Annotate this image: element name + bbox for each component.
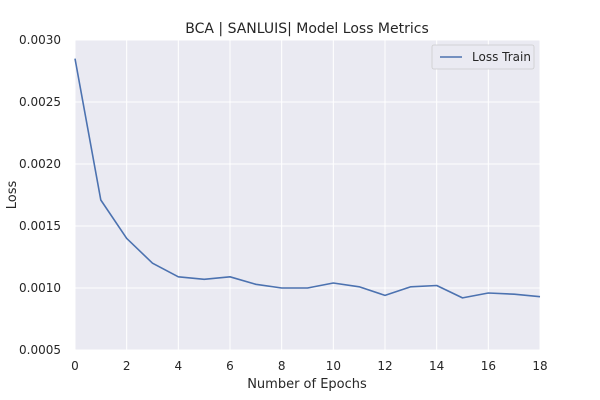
chart-title: BCA | SANLUIS| Model Loss Metrics [185, 21, 429, 37]
grid-lines [74, 39, 541, 351]
x-tick-label: 14 [429, 359, 444, 373]
x-axis-label: Number of Epochs [247, 377, 367, 392]
y-tick-label: 0.0025 [19, 95, 61, 109]
y-tick-label: 0.0015 [19, 219, 61, 233]
x-tick-label: 16 [481, 359, 496, 373]
y-axis-ticks: 0.0005 0.0010 0.0015 0.0020 0.0025 0.0030 [19, 33, 61, 357]
legend-box [431, 44, 535, 70]
legend-label: Loss Train [472, 50, 531, 64]
x-tick-label: 2 [123, 359, 131, 373]
x-tick-label: 0 [71, 359, 79, 373]
series-group [74, 58, 541, 299]
x-tick-label: 18 [532, 359, 547, 373]
x-tick-label: 8 [278, 359, 286, 373]
x-tick-label: 12 [377, 359, 392, 373]
x-tick-label: 4 [175, 359, 183, 373]
series-line-loss-train [74, 58, 541, 299]
y-tick-label: 0.0030 [19, 33, 61, 47]
y-tick-label: 0.0020 [19, 157, 61, 171]
x-tick-label: 10 [326, 359, 341, 373]
plot-area [75, 40, 540, 350]
y-tick-label: 0.0010 [19, 281, 61, 295]
x-axis-ticks: 0 2 4 6 8 10 12 14 16 18 [71, 359, 547, 373]
y-tick-label: 0.0005 [19, 343, 61, 357]
y-axis-label: Loss [5, 181, 20, 210]
x-tick-label: 6 [226, 359, 234, 373]
legend: Loss Train [431, 44, 535, 70]
